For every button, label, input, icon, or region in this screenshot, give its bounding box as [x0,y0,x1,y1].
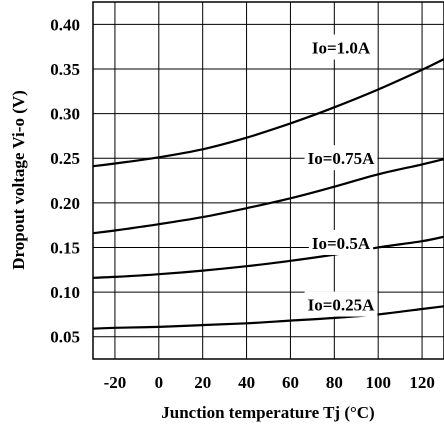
x-tick-label: 40 [238,373,255,392]
curve-layer [92,58,444,330]
series-label: Io=0.5A [312,234,371,253]
y-tick-label: 0.25 [50,149,80,168]
series-line-3 [92,235,444,279]
series-label-background [308,34,374,60]
y-tick-labels: 0.05 0.10 0.15 0.20 0.25 0.30 0.35 0.40 [50,15,80,346]
y-tick-label: 0.30 [50,105,80,124]
series-label-layer: Io=1.0A Io=0.75A Io=0.5A Io=0.25A [304,34,378,317]
x-tick-label: 60 [282,373,299,392]
x-tick-label: 80 [326,373,343,392]
x-axis-label: Junction temperature Tj (°C) [161,403,374,422]
series-label-background [304,291,378,317]
grid-layer [93,2,444,359]
x-tick-label: 0 [155,373,164,392]
x-tick-label: 20 [194,373,211,392]
y-tick-label: 0.05 [50,328,80,347]
series-line-1 [92,58,444,168]
y-tick-label: 0.10 [50,283,80,302]
y-axis-label: Dropout voltage Vi-o (V) [9,90,28,270]
series-label: Io=0.25A [308,296,376,315]
y-tick-label: 0.20 [50,194,80,213]
y-tick-label: 0.35 [50,60,80,79]
series-label-background [308,229,374,255]
plot-frame [92,1,444,360]
x-tick-label: 120 [409,373,435,392]
y-tick-label: 0.40 [50,15,80,34]
x-tick-label: 100 [365,373,391,392]
y-tick-label: 0.15 [50,238,80,257]
series-line-2 [92,158,444,235]
series-label: Io=0.75A [308,149,376,168]
series-label-background [304,145,378,171]
x-tick-label: -20 [104,373,127,392]
x-tick-labels: -20 0 20 40 60 80 100 120 [104,373,435,392]
series-line-4 [92,305,444,330]
series-label: Io=1.0A [312,39,371,58]
